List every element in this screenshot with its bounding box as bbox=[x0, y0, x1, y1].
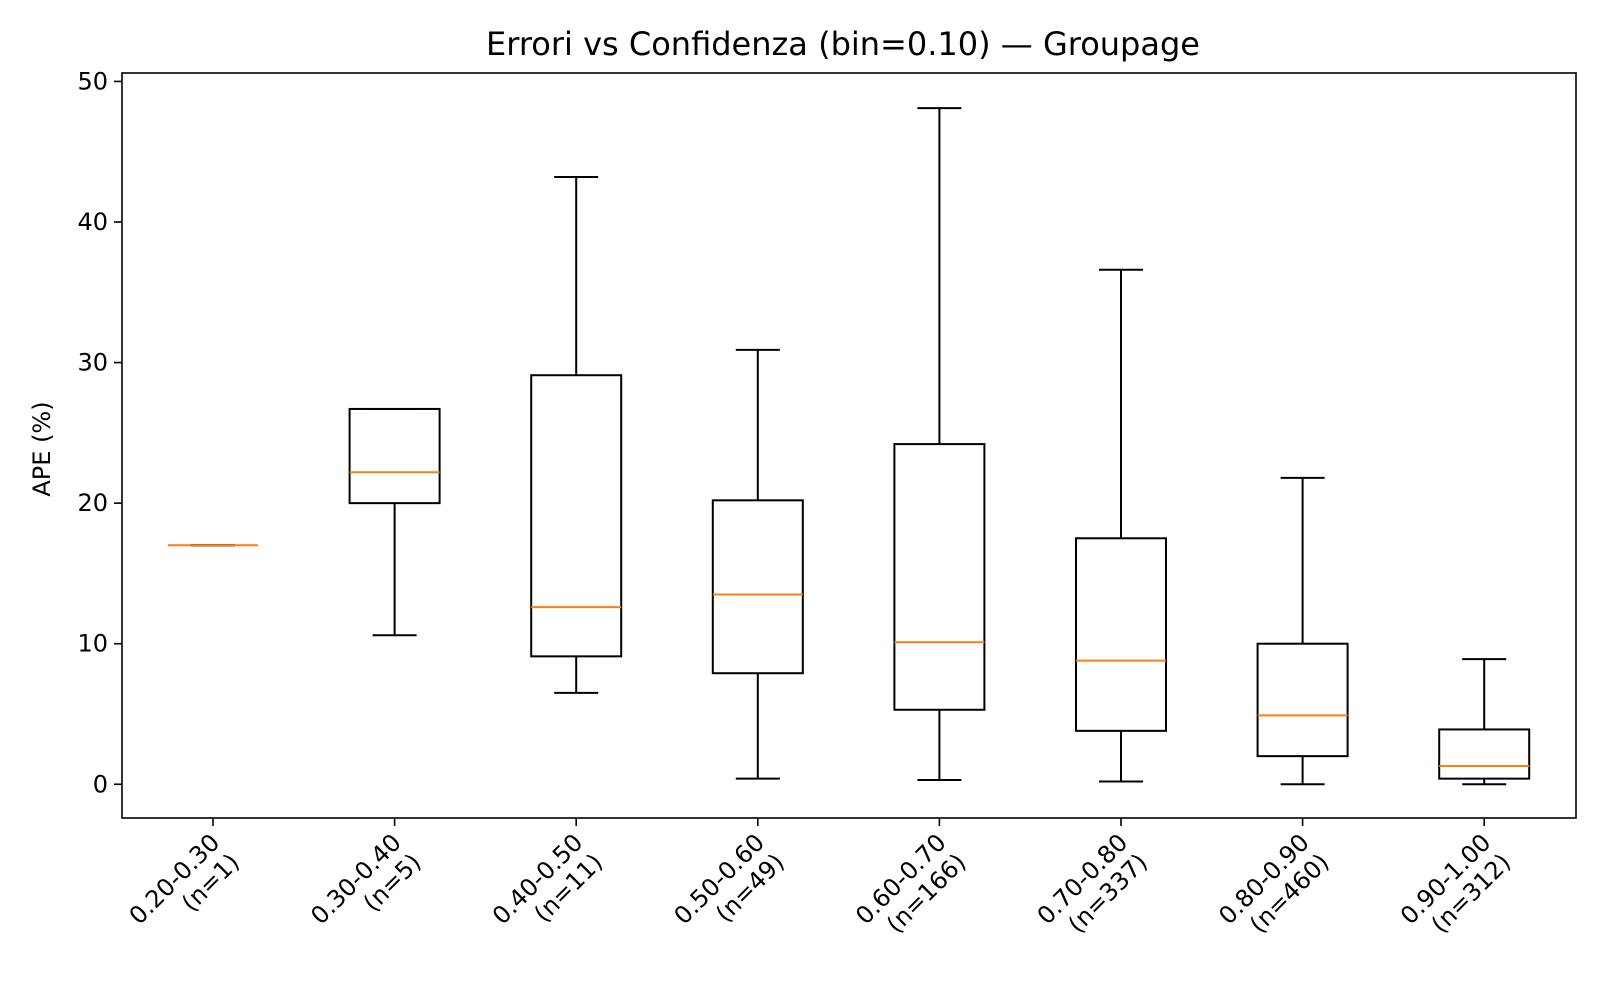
box-2-iqr bbox=[348, 407, 441, 505]
box-7-iqr bbox=[1256, 642, 1349, 758]
y-axis-label: APE (%) bbox=[28, 401, 56, 496]
box-5-iqr bbox=[893, 443, 986, 711]
y-tick-label: 40 bbox=[77, 208, 108, 236]
x-tick-label: 0.50-0.60(n=49) bbox=[669, 828, 790, 949]
y-tick-label: 50 bbox=[77, 67, 108, 95]
box-4-iqr bbox=[711, 499, 804, 675]
chart-title: Errori vs Confidenza (bin=0.10) — Groupa… bbox=[486, 25, 1200, 63]
x-tick-label: 0.90-1.00(n=312) bbox=[1395, 828, 1516, 949]
box-6-iqr bbox=[1075, 537, 1167, 732]
x-tick-label: 0.40-0.50(n=11) bbox=[487, 828, 608, 949]
x-tick-label: 0.20-0.30(n=1) bbox=[124, 828, 245, 949]
y-tick-label: 30 bbox=[77, 349, 108, 377]
plot-area: 0 10 20 30 40 50 0.20-0.30(n=1) 0.30-0.40(n=5) 0… bbox=[77, 67, 1577, 949]
box-8-iqr bbox=[1438, 728, 1531, 780]
x-tick-label: 0.70-0.80(n=337) bbox=[1032, 828, 1153, 949]
x-tick-label: 0.80-0.90(n=460) bbox=[1213, 828, 1334, 949]
plot-frame bbox=[121, 72, 1577, 819]
x-tick-label: 0.60-0.70(n=166) bbox=[850, 828, 971, 949]
box-3-iqr bbox=[530, 374, 623, 658]
y-tick-label: 10 bbox=[77, 630, 108, 658]
y-tick-label: 0 bbox=[93, 770, 108, 798]
x-tick-label: 0.30-0.40(n=5) bbox=[305, 828, 426, 949]
y-tick-label: 20 bbox=[77, 489, 108, 517]
